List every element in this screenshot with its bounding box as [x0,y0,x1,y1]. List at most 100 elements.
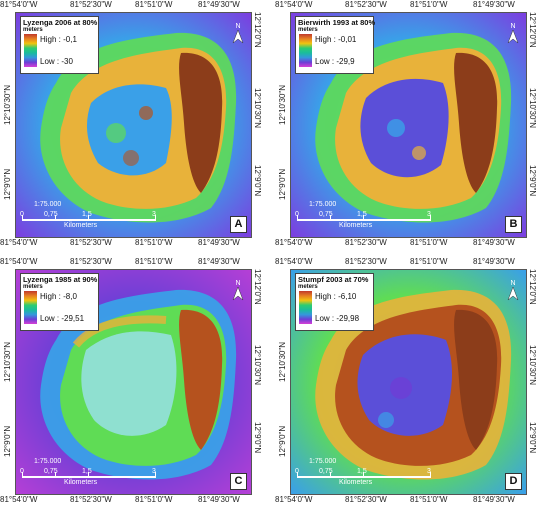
lat-label: 12°10'30"N [528,88,537,129]
lon-label: 81°54'0"W [275,238,313,247]
legend: Bierwirth 1993 at 80% meters High : -0,0… [295,16,376,74]
lon-label: 81°54'0"W [0,0,38,9]
panel-letter: B [505,216,522,233]
lat-label: 12°12'0"N [528,12,537,48]
scale-tick-label: 1,5 [357,211,367,218]
lon-label: 81°52'30"W [70,257,112,266]
lon-label: 81°49'30"W [198,495,240,504]
color-ramp [299,34,312,67]
lon-label: 81°49'30"W [473,0,515,9]
scale-tick-label: 0 [20,211,24,218]
lon-label: 81°52'30"W [345,257,387,266]
legend-high: High : -8,0 [40,292,77,301]
scale-tick-label: 3 [427,211,431,218]
lon-label: 81°51'0"W [410,0,448,9]
scale-tick-label: 0,75 [44,468,58,475]
scale-bar: 1:75.000 0 0,75 1,5 3 Kilometers [20,458,180,488]
scale-tick-label: 0 [295,468,299,475]
lon-label: 81°51'0"W [135,238,173,247]
legend-high: High : -0,01 [315,35,357,44]
legend-units: meters [298,27,318,33]
lon-label: 81°54'0"W [0,495,38,504]
scale-unit: Kilometers [339,222,373,229]
lat-label: 12°9'0"N [528,165,537,197]
north-arrow-icon: N [507,280,519,301]
scale-tick-label: 0,75 [319,468,333,475]
north-label: N [235,23,240,30]
color-ramp [299,291,312,324]
legend-low: Low : -29,98 [315,314,360,323]
map-panel-b: Bierwirth 1993 at 80% meters High : -0,0… [275,0,539,248]
lat-label: 12°9'0"N [253,165,262,197]
lat-label: 12°10'30"N [278,341,287,382]
lon-label: 81°49'30"W [473,495,515,504]
panel-letter: C [230,473,247,490]
legend-title: Lyzenga 2006 at 80% [23,18,98,27]
lon-label: 81°52'30"W [345,495,387,504]
scale-tick-label: 3 [152,211,156,218]
lon-label: 81°52'30"W [70,495,112,504]
bathymetry-raster [16,13,251,237]
scale-tick-label: 1,5 [82,468,92,475]
north-arrow-icon: N [507,23,519,44]
lat-label: 12°9'0"N [278,168,287,200]
lon-label: 81°49'30"W [198,257,240,266]
lat-label: 12°9'0"N [528,422,537,454]
scale-tick-label: 0,75 [319,211,333,218]
legend: Lyzenga 2006 at 80% meters High : -0,1 L… [20,16,99,74]
legend-low: Low : -29,9 [315,57,355,66]
lat-label: 12°10'30"N [253,345,262,386]
lon-label: 81°52'30"W [70,238,112,247]
lon-label: 81°52'30"W [345,0,387,9]
legend-units: meters [23,27,43,33]
scale-tick-label: 3 [427,468,431,475]
lat-label: 12°9'0"N [278,425,287,457]
lon-label: 81°49'30"W [473,238,515,247]
legend-high: High : -0,1 [40,35,77,44]
lat-label: 12°10'30"N [278,84,287,125]
lon-label: 81°51'0"W [135,495,173,504]
legend-units: meters [23,284,43,290]
scale-bar: 1:75.000 0 0,75 1,5 3 Kilometers [295,458,455,488]
legend-high: High : -6,10 [315,292,357,301]
legend-low: Low : -30 [40,57,73,66]
scale-tick-label: 0 [295,211,299,218]
lon-label: 81°49'30"W [198,238,240,247]
map-panel-a: Lyzenga 2006 at 80% meters High : -0,1 L… [0,0,264,248]
north-arrow-icon: N [232,280,244,301]
scale-ratio: 1:75.000 [34,458,62,465]
lon-label: 81°52'30"W [70,0,112,9]
scale-tick-label: 1,5 [82,211,92,218]
legend: Lyzenga 1985 at 90% meters High : -8,0 L… [20,273,99,331]
bathymetry-map: Lyzenga 2006 at 80% meters High : -0,1 L… [15,12,252,238]
legend: Stumpf 2003 at 70% meters High : -6,10 L… [295,273,374,331]
scale-tick-label: 0 [20,468,24,475]
lat-label: 12°10'30"N [3,341,12,382]
lon-label: 81°49'30"W [473,257,515,266]
lat-label: 12°9'0"N [253,422,262,454]
lon-label: 81°51'0"W [410,257,448,266]
color-ramp [24,291,37,324]
lon-label: 81°51'0"W [135,0,173,9]
panel-letter: D [505,473,522,490]
lon-label: 81°52'30"W [345,238,387,247]
north-arrow-icon: N [232,23,244,44]
lat-label: 12°12'0"N [528,269,537,305]
bathymetry-map: Lyzenga 1985 at 90% meters High : -8,0 L… [15,269,252,495]
scale-unit: Kilometers [339,479,373,486]
lat-label: 12°9'0"N [3,425,12,457]
panel-letter: A [230,216,247,233]
scale-ratio: 1:75.000 [34,201,62,208]
color-ramp [24,34,37,67]
lat-label: 12°10'30"N [253,88,262,129]
lat-label: 12°10'30"N [528,345,537,386]
legend-title: Bierwirth 1993 at 80% [298,18,376,27]
north-label: N [510,23,515,30]
lon-label: 81°51'0"W [135,257,173,266]
scale-bar: 1:75.000 0 0,75 1,5 3 Kilometers [295,201,455,231]
lon-label: 81°49'30"W [198,0,240,9]
lat-label: 12°10'30"N [3,84,12,125]
lon-label: 81°54'0"W [0,257,38,266]
lon-label: 81°54'0"W [275,0,313,9]
lat-label: 12°9'0"N [3,168,12,200]
